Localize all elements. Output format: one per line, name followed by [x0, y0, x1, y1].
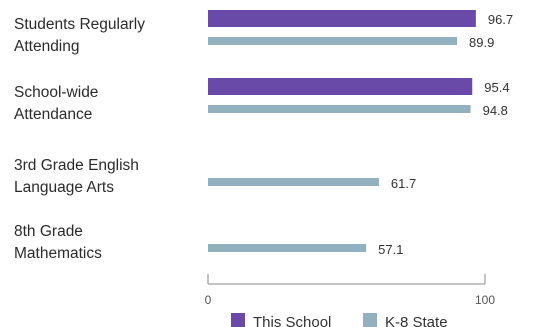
category-label-line: Attendance — [14, 106, 92, 123]
category-label-line: Mathematics — [14, 245, 102, 262]
bar-value-label: 61.7 — [391, 176, 416, 191]
category-label: 3rd Grade English Language Arts — [14, 157, 139, 196]
bar-value-label: 89.9 — [469, 35, 494, 50]
bar-k8-state[interactable] — [208, 244, 367, 252]
category-label-line: School-wide — [14, 84, 98, 101]
category-label-line: 8th Grade — [14, 223, 83, 240]
category-label-line: Language Arts — [14, 179, 114, 196]
category-label: 8th Grade Mathematics — [14, 223, 102, 262]
bar-value-label: 94.8 — [483, 103, 508, 118]
bar-k8-state[interactable] — [208, 37, 458, 45]
category-label-line: Attending — [14, 38, 80, 55]
bar-k8-state[interactable] — [208, 105, 471, 113]
bar-this-school[interactable] — [208, 10, 476, 27]
category-label: School-wide Attendance — [14, 84, 98, 123]
bar-value-label: 57.1 — [378, 242, 403, 257]
category-label: Students Regularly Attending — [14, 16, 145, 55]
x-tick-label: 100 — [475, 293, 495, 307]
bar-value-label: 96.7 — [488, 12, 513, 27]
x-tick-label: 0 — [205, 293, 212, 307]
bar-value-label: 95.4 — [484, 80, 509, 95]
legend-label-k8-state: K-8 State — [385, 314, 448, 327]
category-label-line: 3rd Grade English — [14, 157, 139, 174]
category-label-line: Students Regularly — [14, 16, 145, 33]
legend-swatch-this-school — [231, 313, 245, 327]
bar-k8-state[interactable] — [208, 178, 379, 186]
bar-this-school[interactable] — [208, 78, 473, 95]
legend-swatch-k8-state — [363, 313, 377, 327]
legend-label-this-school: This School — [253, 314, 331, 327]
